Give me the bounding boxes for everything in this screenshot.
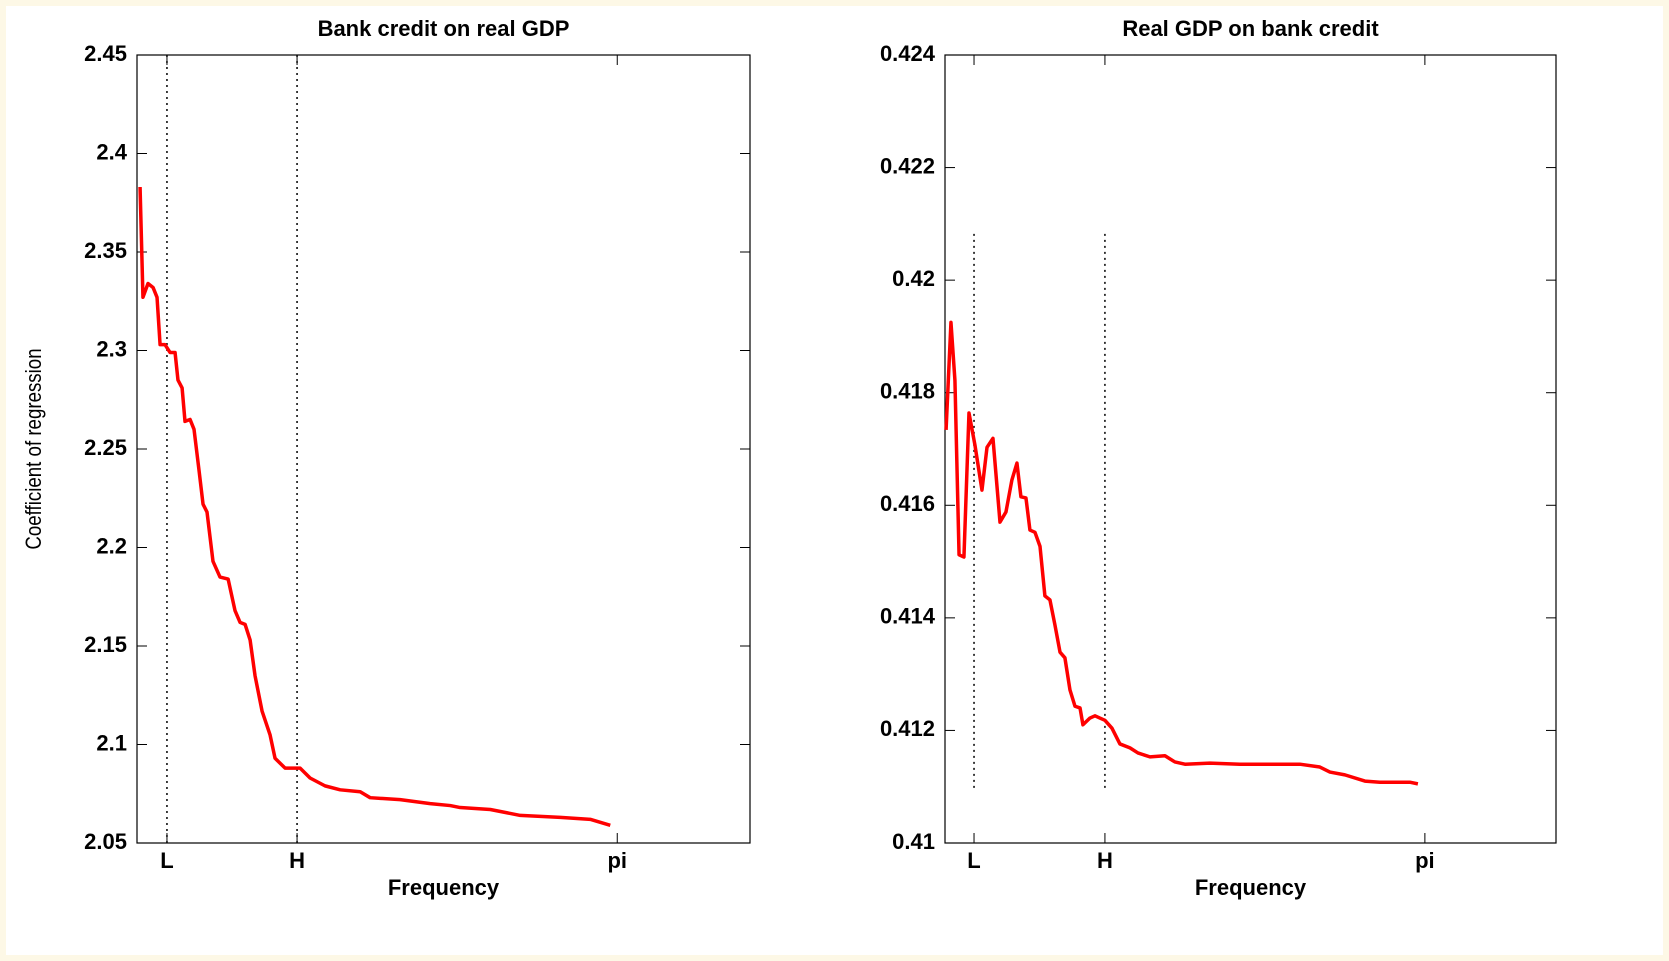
y-axis-label: Coefficient of regression bbox=[22, 348, 46, 549]
y-tick-label: 0.42 bbox=[892, 266, 935, 291]
x-tick-label: L bbox=[967, 848, 980, 873]
chart-title: Real GDP on bank credit bbox=[1122, 16, 1379, 41]
plot-area bbox=[944, 54, 1557, 844]
y-tick-label: 2.4 bbox=[96, 139, 127, 164]
y-tick-label: 2.2 bbox=[96, 533, 127, 558]
y-tick-label: 2.15 bbox=[84, 632, 127, 657]
x-axis-label: Frequency bbox=[1195, 875, 1307, 900]
x-tick-label: H bbox=[1097, 848, 1113, 873]
y-tick-label: 0.418 bbox=[880, 379, 935, 404]
y-tick-label: 2.3 bbox=[96, 336, 127, 361]
y-tick-label: 2.1 bbox=[96, 730, 127, 755]
y-tick-label: 2.05 bbox=[84, 829, 127, 854]
y-tick-label: 0.422 bbox=[880, 153, 935, 178]
x-tick-label: pi bbox=[607, 848, 627, 873]
y-tick-label: 2.25 bbox=[84, 435, 127, 460]
y-tick-label: 2.45 bbox=[84, 41, 127, 66]
x-tick-label: H bbox=[289, 848, 305, 873]
y-tick-label: 0.416 bbox=[880, 491, 935, 516]
x-tick-label: pi bbox=[1415, 848, 1435, 873]
y-tick-label: 0.41 bbox=[892, 829, 935, 854]
y-tick-label: 2.35 bbox=[84, 238, 127, 263]
y-tick-label: 0.414 bbox=[880, 604, 936, 629]
y-tick-label: 0.412 bbox=[880, 716, 935, 741]
data-line bbox=[138, 186, 611, 827]
x-tick-label: L bbox=[160, 848, 173, 873]
chart-title: Bank credit on real GDP bbox=[318, 16, 570, 41]
plot-area bbox=[136, 54, 751, 844]
y-tick-label: 0.424 bbox=[880, 41, 936, 66]
data-line bbox=[944, 320, 1419, 786]
x-axis-label: Frequency bbox=[388, 875, 500, 900]
